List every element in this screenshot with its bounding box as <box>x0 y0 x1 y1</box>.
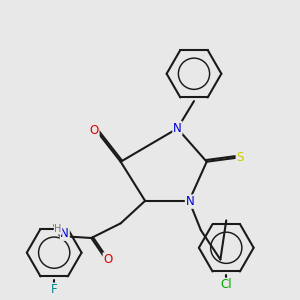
Text: O: O <box>90 124 99 137</box>
Text: Cl: Cl <box>220 278 232 291</box>
Text: F: F <box>51 283 58 296</box>
Text: S: S <box>236 151 244 164</box>
Text: N: N <box>60 227 69 240</box>
Text: N: N <box>173 122 182 135</box>
Text: O: O <box>103 253 112 266</box>
Text: H: H <box>54 224 62 234</box>
Text: N: N <box>185 195 194 208</box>
